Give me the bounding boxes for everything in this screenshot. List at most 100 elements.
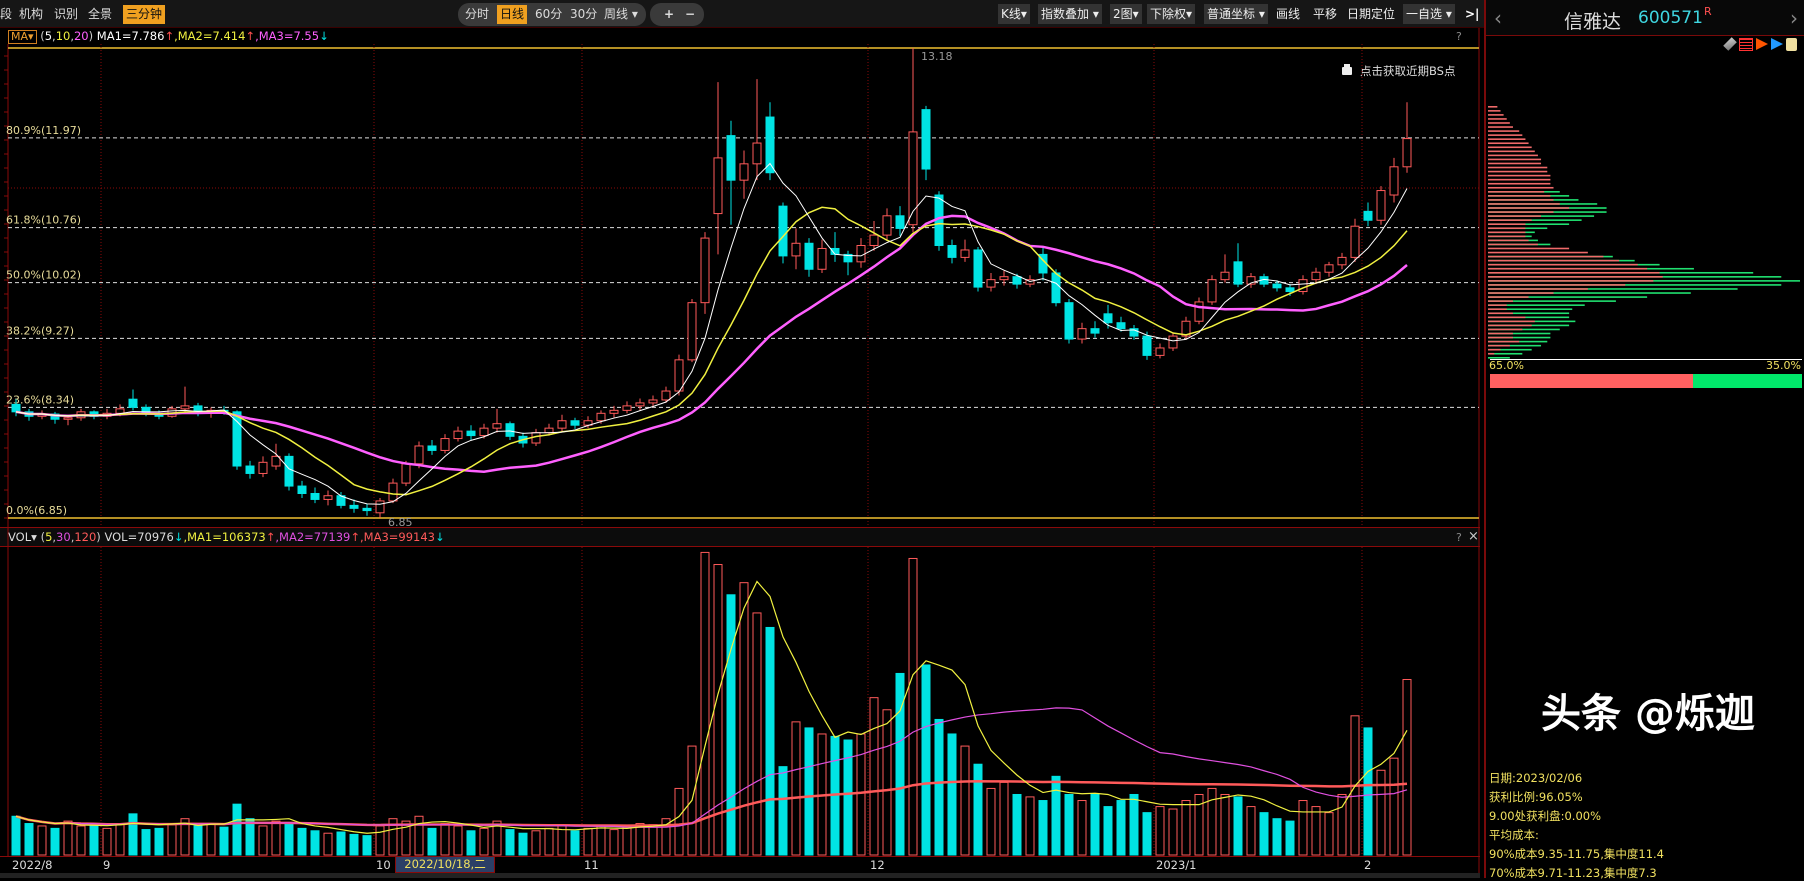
candle-body [882, 215, 892, 236]
volume-bar [791, 721, 801, 856]
candle [1194, 297, 1204, 325]
kline-dropdown[interactable]: K线▾ [998, 4, 1030, 24]
vol-help-icon[interactable]: ? [1456, 531, 1462, 544]
ma-param-20: 20 [73, 29, 89, 43]
candle [882, 208, 892, 240]
candle-body [921, 109, 931, 170]
volume-bar [908, 557, 918, 856]
index-overlay-dropdown[interactable]: 指数叠加 ▾ [1038, 4, 1102, 24]
volume-bar [245, 818, 255, 856]
volume-bar [375, 825, 385, 856]
ma-indicator-dropdown[interactable]: MA▾ [8, 30, 37, 44]
candle [453, 426, 463, 442]
tab-intraday[interactable]: 分时 [465, 7, 490, 21]
volume-bar [1090, 793, 1100, 856]
candle [713, 82, 723, 255]
candle [193, 402, 203, 417]
date-axis-label: 11 [584, 858, 599, 872]
candle-body [180, 405, 190, 410]
volume-bar [583, 827, 593, 856]
vol-values: VOL=70976↓,MA1=106373↑,MA2=77139↑,MA3=99… [104, 530, 444, 544]
next-stock-icon[interactable]: › [1790, 6, 1798, 30]
candle-body [1207, 279, 1217, 303]
candle [908, 48, 918, 233]
candle [245, 460, 255, 479]
candle [570, 417, 580, 429]
candle [1129, 324, 1139, 340]
draw-line-button[interactable]: 画线 [1276, 7, 1301, 21]
candle-body [661, 390, 671, 401]
horizontal-scrollbar[interactable] [0, 873, 1480, 878]
two-charts-dropdown[interactable]: 2图▾ [1110, 4, 1142, 24]
candle-body [1376, 190, 1386, 221]
ma-value: ,MA3=7.55 [255, 29, 320, 43]
volume-bar [674, 787, 684, 856]
toolbar-btn-institution[interactable]: 机构 [19, 7, 44, 21]
volume-bar [999, 781, 1009, 856]
watchlist-dropdown[interactable]: 一自选 ▾ [1403, 4, 1455, 24]
volume-bar [1259, 812, 1269, 856]
eraser-icon[interactable] [1723, 37, 1737, 51]
tab-daily[interactable]: 日线 [497, 5, 528, 24]
candle-body [1402, 138, 1412, 168]
zoom-out-button[interactable]: − [685, 7, 696, 21]
volume-bar [310, 830, 320, 856]
kline-chart[interactable]: 80.9%(11.97) 61.8%(10.76) 50.0%(10.02) 38.2… [0, 0, 1482, 878]
volume-bar [349, 833, 359, 856]
candle-body [1233, 261, 1243, 285]
arrow-down-icon: ↓ [319, 29, 329, 43]
volume-bar [1376, 769, 1386, 856]
chip-profit-bar [1488, 304, 1507, 306]
toolbar-btn-0[interactable]: 段 [0, 7, 13, 21]
chip-bars-icon[interactable] [1739, 38, 1753, 51]
collapse-right-icon[interactable]: >| [1465, 7, 1480, 21]
candle-body [492, 423, 502, 429]
loss-percent: 35.0% [1766, 359, 1801, 372]
volume-bar [193, 825, 203, 856]
candle-body [817, 247, 827, 270]
vol-value: ,MA1=106373 [183, 530, 266, 544]
zoom-in-button[interactable]: + [664, 7, 675, 21]
candle [765, 102, 775, 181]
chip-profit-bar [1488, 154, 1538, 157]
chip-profit-bar [1488, 296, 1529, 298]
red-flag-icon[interactable] [1756, 38, 1768, 50]
vol-indicator-dropdown[interactable]: VOL▾ [8, 530, 37, 544]
pan-button[interactable]: 平移 [1313, 7, 1338, 21]
date-axis-label: 2022/8 [12, 858, 53, 872]
date-locate-button[interactable]: 日期定位 [1347, 7, 1396, 21]
prev-stock-icon[interactable]: ‹ [1494, 6, 1502, 30]
toolbar-btn-recognize[interactable]: 识别 [54, 7, 79, 21]
ex-rights-dropdown[interactable]: 下除权▾ [1147, 4, 1196, 24]
chip-loss-bar [1488, 223, 1570, 226]
candle-body [739, 163, 749, 181]
candle-body [11, 403, 21, 413]
ma-legend: MA▾ (5,10,20) MA1=7.786↑,MA2=7.414↑,MA3=… [8, 29, 329, 44]
chip-loss-bar [1488, 328, 1560, 331]
candle [1064, 298, 1074, 344]
vol-close-icon[interactable]: × [1468, 529, 1479, 544]
date-axis [0, 856, 1480, 873]
coordinate-dropdown[interactable]: 普通坐标 ▾ [1204, 4, 1268, 24]
toolbar-btn-three-minute[interactable]: 三分钟 [123, 5, 166, 24]
volume-bar [1181, 800, 1191, 856]
volume-bar [1142, 812, 1152, 856]
chip-loss-bar [1488, 300, 1616, 302]
chip-profit-bar [1488, 186, 1554, 189]
blue-flag-icon[interactable] [1771, 38, 1783, 50]
book-icon[interactable] [1786, 38, 1797, 51]
help-icon[interactable]: ? [1456, 30, 1462, 43]
candle [427, 440, 437, 455]
candle-body [258, 461, 268, 474]
tab-weekly-dropdown[interactable]: 周线 ▾ [604, 7, 638, 21]
candle-body [1272, 283, 1282, 289]
chip-profit-bar [1488, 300, 1513, 302]
chip-profit-bar [1488, 308, 1507, 311]
candle [1168, 333, 1178, 351]
volume-bar [752, 612, 762, 856]
tab-30min[interactable]: 30分 [570, 7, 598, 21]
tab-60min[interactable]: 60分 [535, 7, 563, 21]
toolbar-btn-panorama[interactable]: 全景 [88, 7, 113, 21]
bs-point-button[interactable]: 点击获取近期BS点 [1342, 63, 1456, 79]
chip-profit-bar [1488, 110, 1501, 112]
